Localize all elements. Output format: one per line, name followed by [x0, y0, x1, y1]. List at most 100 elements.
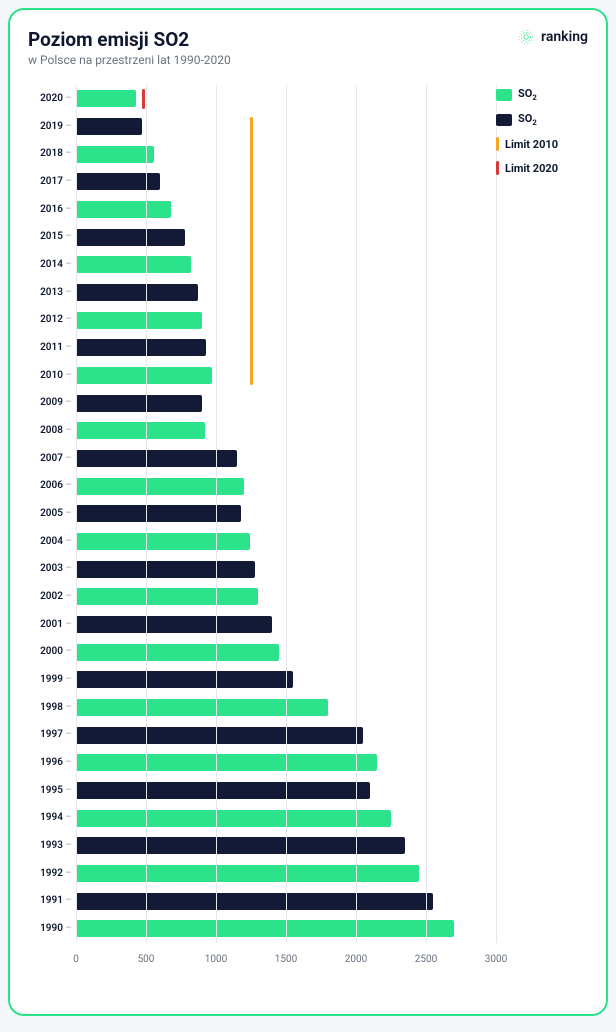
y-tick-label: 2004 — [28, 532, 72, 552]
bar — [76, 284, 198, 301]
bar — [76, 865, 419, 882]
y-tick-label: 2008 — [28, 421, 72, 441]
gridline — [496, 85, 497, 943]
bar — [76, 367, 212, 384]
legend-label: Limit 2010 — [505, 138, 558, 151]
bar — [76, 533, 250, 550]
bar — [76, 754, 377, 771]
y-tick-label: 2005 — [28, 504, 72, 524]
bar — [76, 90, 136, 107]
legend-swatch — [496, 89, 512, 101]
brand-logo: ranking — [517, 28, 588, 46]
bar — [76, 395, 202, 412]
brand-text: ranking — [541, 29, 588, 45]
bar — [76, 146, 154, 163]
bar — [76, 644, 279, 661]
bar — [76, 561, 255, 578]
bar — [76, 312, 202, 329]
bar — [76, 118, 142, 135]
legend-item: SO2 — [496, 87, 596, 102]
y-tick-label: 1990 — [28, 919, 72, 939]
gridline — [356, 85, 357, 943]
y-tick-label: 2007 — [28, 449, 72, 469]
y-tick-label: 2017 — [28, 172, 72, 192]
legend-label: SO2 — [518, 87, 537, 102]
legend-label: Limit 2020 — [505, 162, 558, 175]
x-tick-label: 3000 — [485, 954, 507, 965]
y-tick-label: 1999 — [28, 670, 72, 690]
y-tick-label: 2013 — [28, 283, 72, 303]
legend: SO2 SO2 Limit 2010 Limit 2020 — [496, 87, 596, 185]
gridline — [426, 85, 427, 943]
bar — [76, 422, 205, 439]
gridline — [146, 85, 147, 943]
bar — [76, 201, 171, 218]
y-tick-label: 2019 — [28, 117, 72, 137]
y-tick-label: 2003 — [28, 559, 72, 579]
gridline — [286, 85, 287, 943]
bar — [76, 339, 206, 356]
bar — [76, 173, 160, 190]
brand-icon — [517, 28, 535, 46]
y-tick-label: 1991 — [28, 891, 72, 911]
x-tick-label: 2000 — [345, 954, 367, 965]
limit-line — [142, 89, 145, 108]
y-tick-label: 2001 — [28, 615, 72, 635]
x-axis: 050010001500200025003000 — [76, 943, 496, 965]
plot-area: 050010001500200025003000 — [76, 85, 496, 965]
bar — [76, 671, 293, 688]
bar — [76, 450, 237, 467]
gridline — [76, 85, 77, 943]
bar — [76, 699, 328, 716]
bar — [76, 893, 433, 910]
legend-swatch — [496, 137, 499, 151]
y-tick-label: 2014 — [28, 255, 72, 275]
y-tick-label: 1992 — [28, 864, 72, 884]
y-tick-label: 2000 — [28, 642, 72, 662]
bar — [76, 727, 363, 744]
bar — [76, 588, 258, 605]
bar — [76, 478, 244, 495]
limit-line — [250, 117, 253, 385]
legend-label: SO2 — [518, 112, 537, 127]
legend-item: Limit 2010 — [496, 137, 596, 151]
chart-subtitle: w Polsce na przestrzeni lat 1990-2020 — [28, 53, 231, 67]
x-tick-label: 2500 — [415, 954, 437, 965]
bar — [76, 810, 391, 827]
y-tick-label: 2009 — [28, 393, 72, 413]
legend-swatch — [496, 161, 499, 175]
y-tick-label: 2002 — [28, 587, 72, 607]
y-tick-label: 1995 — [28, 781, 72, 801]
y-tick-label: 1996 — [28, 753, 72, 773]
y-tick-label: 2010 — [28, 366, 72, 386]
y-tick-label: 1993 — [28, 836, 72, 856]
y-tick-label: 1994 — [28, 808, 72, 828]
chart-area: 2020 2019 2018 2017 2016 2015 2014 2013 2012 2011… — [28, 85, 588, 995]
legend-item: Limit 2020 — [496, 161, 596, 175]
x-tick-label: 0 — [73, 954, 79, 965]
legend-item: SO2 — [496, 112, 596, 127]
y-axis-labels: 2020 2019 2018 2017 2016 2015 2014 2013 2012 2011… — [28, 85, 72, 943]
bar — [76, 229, 185, 246]
y-tick-label: 2018 — [28, 144, 72, 164]
gridline — [216, 85, 217, 943]
bar — [76, 920, 454, 937]
y-tick-label: 1997 — [28, 725, 72, 745]
y-tick-label: 1998 — [28, 698, 72, 718]
x-tick-label: 500 — [138, 954, 155, 965]
legend-swatch — [496, 114, 512, 126]
header: Poziom emisji SO2 w Polsce na przestrzen… — [28, 28, 588, 67]
bar — [76, 782, 370, 799]
chart-title: Poziom emisji SO2 — [28, 28, 231, 51]
y-tick-label: 2015 — [28, 227, 72, 247]
chart-card: Poziom emisji SO2 w Polsce na przestrzen… — [8, 8, 608, 1016]
bar — [76, 616, 272, 633]
bar — [76, 256, 191, 273]
y-tick-label: 2016 — [28, 200, 72, 220]
x-tick-label: 1500 — [275, 954, 297, 965]
x-tick-label: 1000 — [205, 954, 227, 965]
y-tick-label: 2006 — [28, 476, 72, 496]
y-tick-label: 2020 — [28, 89, 72, 109]
y-tick-label: 2011 — [28, 338, 72, 358]
y-tick-label: 2012 — [28, 310, 72, 330]
